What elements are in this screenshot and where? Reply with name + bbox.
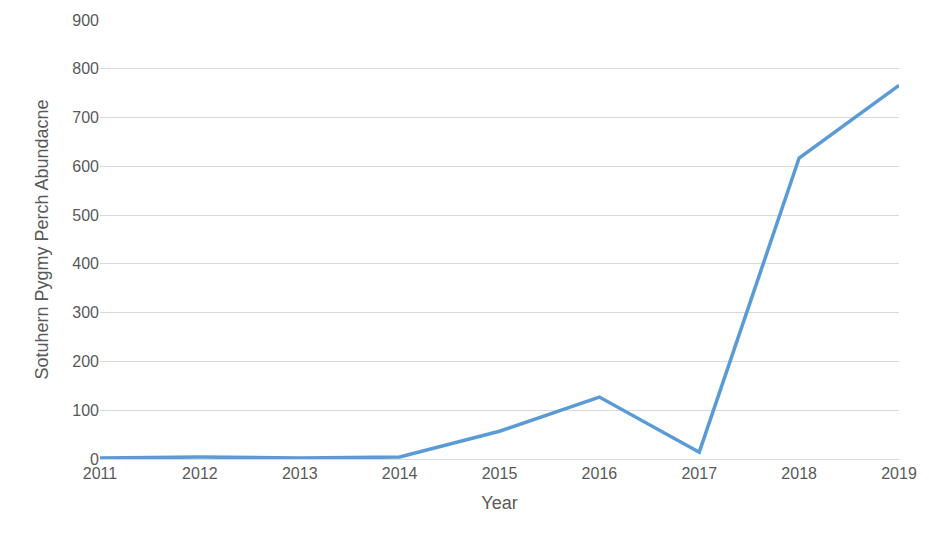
svg-text:2016: 2016 — [582, 465, 618, 482]
svg-text:500: 500 — [72, 207, 99, 224]
svg-text:Year: Year — [481, 493, 517, 513]
svg-text:600: 600 — [72, 158, 99, 175]
svg-text:400: 400 — [72, 255, 99, 272]
svg-text:800: 800 — [72, 60, 99, 77]
svg-text:2011: 2011 — [83, 465, 118, 482]
svg-text:900: 900 — [72, 12, 99, 29]
svg-text:2019: 2019 — [881, 465, 917, 482]
svg-text:700: 700 — [72, 109, 99, 126]
svg-text:100: 100 — [72, 402, 99, 419]
svg-text:2015: 2015 — [482, 465, 518, 482]
svg-text:2014: 2014 — [382, 465, 418, 482]
svg-text:200: 200 — [72, 353, 99, 370]
svg-text:2013: 2013 — [282, 465, 318, 482]
svg-text:2018: 2018 — [781, 465, 817, 482]
svg-text:2012: 2012 — [182, 465, 218, 482]
svg-text:0: 0 — [90, 451, 99, 468]
svg-text:300: 300 — [72, 304, 99, 321]
svg-text:2017: 2017 — [681, 465, 717, 482]
svg-text:Sotuhern Pygmy Perch Abundacne: Sotuhern Pygmy Perch Abundacne — [32, 99, 52, 379]
